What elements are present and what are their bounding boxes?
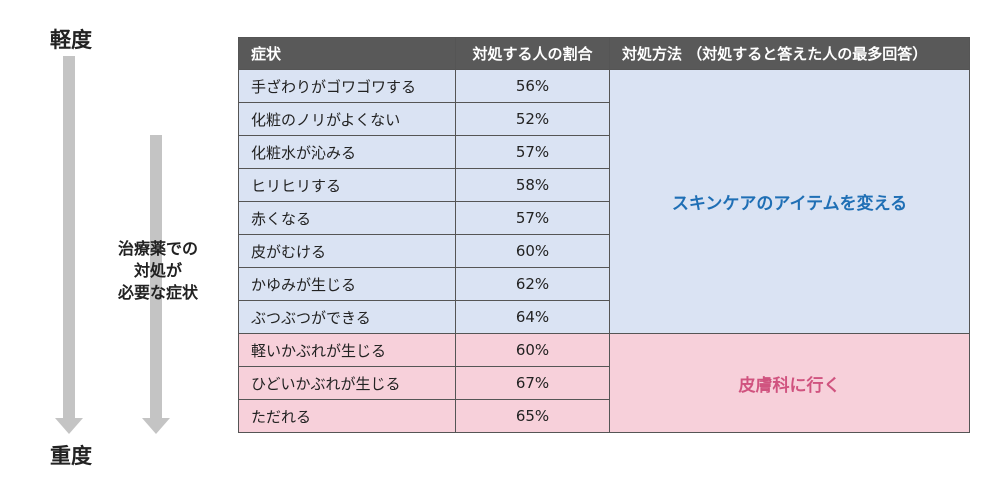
- ratio-cell: 67%: [455, 366, 610, 400]
- symptom-cell: かゆみが生じる: [238, 267, 456, 301]
- ratio-cell: 58%: [455, 168, 610, 202]
- symptom-cell: 軽いかぶれが生じる: [238, 333, 456, 367]
- symptom-cell: ひどいかぶれが生じる: [238, 366, 456, 400]
- method-dermatology: 皮膚科に行く: [609, 333, 970, 433]
- symptom-cell: ただれる: [238, 399, 456, 433]
- symptom-table: 症状 対処する人の割合 対処方法 （対処すると答えた人の最多回答） 手ざわりがゴ…: [238, 37, 970, 433]
- symptom-cell: ヒリヒリする: [238, 168, 456, 202]
- table-row: 赤くなる 57%: [238, 201, 970, 235]
- ratio-cell: 56%: [455, 69, 610, 103]
- note-line-2: 対処が: [133, 261, 182, 280]
- ratio-cell: 52%: [455, 102, 610, 136]
- symptom-cell: 手ざわりがゴワゴワする: [238, 69, 456, 103]
- table-row: ぶつぶつができる 64%: [238, 300, 970, 334]
- arrow-head: [142, 418, 170, 434]
- note-line-3: 必要な症状: [117, 283, 198, 302]
- symptom-cell: 赤くなる: [238, 201, 456, 235]
- table-row: 化粧水が沁みる 57%: [238, 135, 970, 169]
- header-ratio: 対処する人の割合: [455, 37, 610, 70]
- note-line-1: 治療薬での: [117, 239, 198, 258]
- table-row: ただれる 65%: [238, 399, 970, 433]
- symptom-cell: ぶつぶつができる: [238, 300, 456, 334]
- table-row: かゆみが生じる 62%: [238, 267, 970, 301]
- header-method: 対処方法 （対処すると答えた人の最多回答）: [609, 37, 970, 70]
- table-row: ヒリヒリする 58%: [238, 168, 970, 202]
- ratio-cell: 60%: [455, 234, 610, 268]
- table-row: 皮がむける 60%: [238, 234, 970, 268]
- method-skincare: スキンケアのアイテムを変える: [609, 69, 970, 334]
- symptom-cell: 化粧水が沁みる: [238, 135, 456, 169]
- table-row: 手ざわりがゴワゴワする 56% スキンケアのアイテムを変える: [238, 69, 970, 334]
- arrow-shaft: [150, 135, 162, 418]
- treatment-needed-note: 治療薬での 対処が 必要な症状: [100, 238, 216, 304]
- ratio-cell: 60%: [455, 333, 610, 367]
- arrow-head: [55, 418, 83, 434]
- severity-heavy-label: 重度: [50, 444, 92, 468]
- table-row: 化粧のノリがよくない 52%: [238, 102, 970, 136]
- ratio-cell: 62%: [455, 267, 610, 301]
- table-header-row: 症状 対処する人の割合 対処方法 （対処すると答えた人の最多回答）: [238, 37, 970, 70]
- table-row: 軽いかぶれが生じる 60% 皮膚科に行く: [238, 333, 970, 433]
- header-symptom: 症状: [238, 37, 456, 70]
- arrow-shaft: [63, 56, 75, 418]
- ratio-cell: 64%: [455, 300, 610, 334]
- ratio-cell: 65%: [455, 399, 610, 433]
- table-row: ひどいかぶれが生じる 67%: [238, 366, 970, 400]
- severity-light-label: 軽度: [50, 28, 92, 52]
- ratio-cell: 57%: [455, 201, 610, 235]
- ratio-cell: 57%: [455, 135, 610, 169]
- symptom-cell: 化粧のノリがよくない: [238, 102, 456, 136]
- symptom-cell: 皮がむける: [238, 234, 456, 268]
